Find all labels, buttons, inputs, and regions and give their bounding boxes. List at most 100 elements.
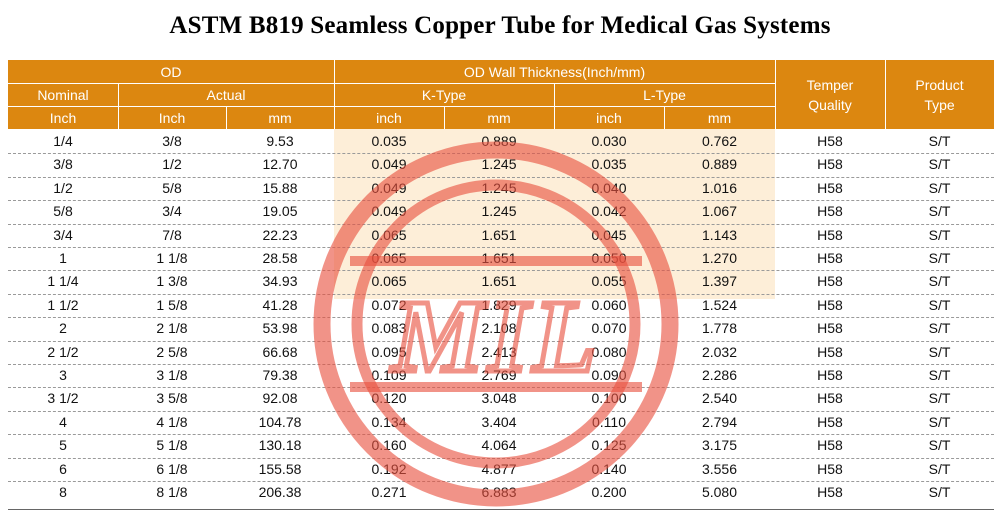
cell-temper: H58	[817, 273, 843, 290]
cell-l-inch: 0.080	[591, 343, 627, 360]
page-title: ASTM B819 Seamless Copper Tube for Medic…	[169, 12, 831, 39]
cell-product: S/T	[928, 343, 951, 360]
cell-l-inch: 0.070	[591, 320, 627, 337]
cell-nominal-inch: 3 1/2	[47, 390, 79, 407]
header-l-inch: inch	[554, 106, 664, 129]
cell-k-mm: 0.889	[481, 133, 517, 149]
cell-temper: H58	[817, 484, 843, 500]
cell-actual-mm: 28.58	[262, 250, 298, 266]
cell-l-inch: 0.030	[591, 133, 627, 149]
cell-k-mm: 1.245	[481, 156, 517, 173]
cell-product: S/T	[928, 413, 951, 430]
cell-k-mm: 1.651	[481, 250, 517, 266]
cell-temper: H58	[817, 179, 843, 196]
cell-k-mm: 1.245	[481, 179, 517, 196]
cell-actual-inch: 3 5/8	[156, 390, 188, 407]
cell-nominal-inch: 1 1/4	[47, 273, 79, 290]
cell-product: S/T	[928, 226, 951, 243]
cell-actual-inch: 7/8	[162, 226, 182, 243]
cell-l-inch: 0.110	[592, 413, 626, 430]
cell-k-inch: 0.271	[371, 484, 407, 500]
cell-temper: H58	[817, 156, 843, 173]
header-k-mm: mm	[444, 106, 554, 129]
cell-nominal-inch: 5/8	[53, 203, 73, 220]
cell-product: S/T	[928, 179, 951, 196]
cell-l-mm: 3.556	[701, 460, 738, 477]
cell-k-inch: 0.083	[371, 320, 407, 337]
cell-l-mm: 5.080	[701, 484, 738, 500]
cell-product: S/T	[928, 460, 951, 477]
cell-k-inch: 0.049	[371, 203, 407, 220]
cell-l-mm: 2.540	[701, 390, 738, 407]
cell-l-mm: 1.524	[701, 296, 738, 313]
header-temper-quality-label: Temper Quality	[806, 76, 854, 113]
cell-product: S/T	[928, 390, 951, 407]
cell-k-inch: 0.065	[371, 273, 407, 290]
cell-actual-inch: 1/2	[162, 156, 182, 173]
cell-nominal-inch: 8	[59, 484, 67, 500]
cell-temper: H58	[817, 320, 843, 337]
cell-temper: H58	[817, 413, 843, 430]
table-bottom-border	[8, 509, 994, 510]
cell-k-inch: 0.049	[371, 179, 407, 196]
cell-product: S/T	[928, 437, 951, 454]
cell-l-mm: 2.032	[701, 343, 738, 360]
cell-product: S/T	[928, 320, 951, 337]
cell-temper: H58	[817, 250, 843, 266]
cell-nominal-inch: 3/4	[53, 226, 73, 243]
cell-l-mm: 0.762	[701, 133, 738, 149]
cell-product: S/T	[928, 484, 951, 500]
cell-actual-inch: 1 3/8	[156, 273, 188, 290]
cell-actual-inch: 5 1/8	[156, 437, 188, 454]
cell-actual-mm: 130.18	[258, 437, 302, 454]
cell-k-mm: 2.769	[481, 367, 517, 383]
cell-l-inch: 0.200	[591, 484, 627, 500]
cell-actual-mm: 41.28	[262, 296, 298, 313]
cell-l-inch: 0.035	[591, 156, 627, 173]
cell-nominal-inch: 1/2	[53, 179, 73, 196]
cell-k-inch: 0.160	[371, 437, 407, 454]
cell-l-inch: 0.090	[591, 367, 627, 383]
cell-actual-inch: 8 1/8	[156, 484, 188, 500]
cell-actual-mm: 92.08	[262, 390, 298, 407]
cell-actual-inch: 2 5/8	[156, 343, 188, 360]
cell-nominal-inch: 1/4	[53, 133, 73, 149]
cell-temper: H58	[817, 133, 843, 149]
header-nominal: Nominal	[8, 83, 118, 106]
header-l-type: L-Type	[554, 83, 775, 106]
cell-l-mm: 1.016	[701, 179, 738, 196]
cell-actual-mm: 66.68	[262, 343, 298, 360]
cell-actual-mm: 155.58	[258, 460, 302, 477]
cell-l-mm: 2.286	[701, 367, 738, 383]
cell-nominal-inch: 3/8	[53, 156, 73, 173]
cell-l-inch: 0.060	[591, 296, 627, 313]
cell-l-inch: 0.042	[591, 203, 627, 220]
cell-temper: H58	[817, 390, 843, 407]
cell-k-mm: 4.877	[481, 460, 517, 477]
cell-k-inch: 0.049	[371, 156, 407, 173]
cell-l-mm: 3.175	[701, 437, 738, 454]
cell-nominal-inch: 2	[59, 320, 67, 337]
cell-product: S/T	[928, 156, 951, 173]
cell-k-mm: 3.048	[481, 390, 517, 407]
cell-nominal-inch: 2 1/2	[47, 343, 79, 360]
header-od: OD	[8, 60, 334, 83]
cell-nominal-inch: 1	[59, 250, 67, 266]
header-actual: Actual	[118, 83, 334, 106]
cell-k-mm: 2.413	[481, 343, 517, 360]
cell-actual-mm: 79.38	[262, 367, 298, 383]
header-wall-thickness: OD Wall Thickness(Inch/mm)	[334, 60, 775, 83]
cell-actual-inch: 5/8	[162, 179, 182, 196]
cell-temper: H58	[817, 367, 843, 383]
cell-actual-inch: 3/4	[162, 203, 182, 220]
cell-k-mm: 2.108	[481, 320, 517, 337]
cell-l-mm: 1.778	[701, 320, 738, 337]
cell-k-inch: 0.120	[371, 390, 407, 407]
cell-product: S/T	[928, 273, 951, 290]
cell-temper: H58	[817, 226, 843, 243]
cell-actual-inch: 2 1/8	[156, 320, 188, 337]
header-nominal-inch: Inch	[8, 106, 118, 129]
cell-l-mm: 1.067	[701, 203, 738, 220]
cell-k-inch: 0.065	[371, 250, 407, 266]
cell-actual-inch: 3 1/8	[156, 367, 188, 383]
